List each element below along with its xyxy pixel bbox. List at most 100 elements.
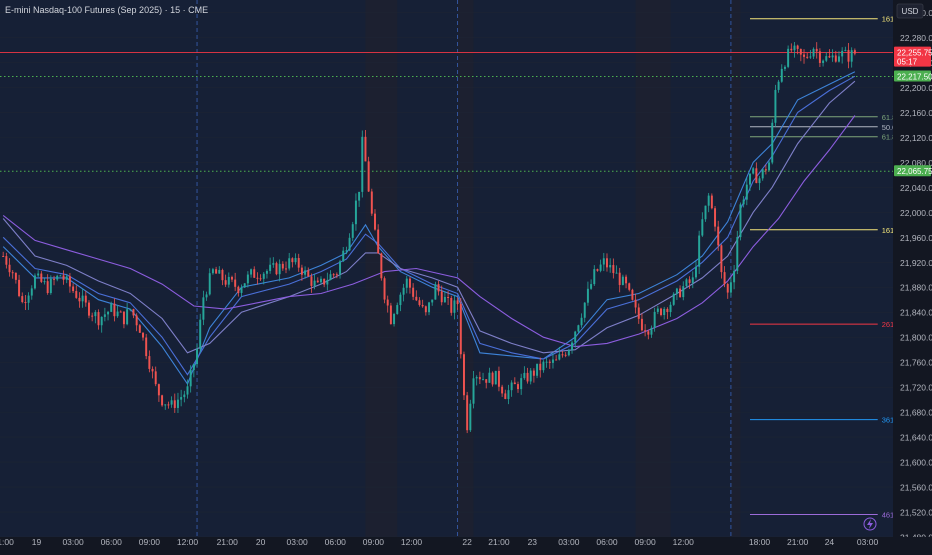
candle-body bbox=[491, 372, 494, 385]
candle-body bbox=[24, 302, 27, 304]
candle-body bbox=[803, 54, 806, 57]
candle-body bbox=[399, 294, 402, 306]
candle-body bbox=[46, 281, 49, 294]
y-tick-label: 21,560.00 bbox=[900, 483, 932, 493]
x-tick-label: 03:00 bbox=[286, 537, 308, 547]
x-tick-label: 06:00 bbox=[325, 537, 347, 547]
candle-body bbox=[412, 287, 415, 297]
lightning-bolt-icon bbox=[867, 519, 873, 529]
y-tick-label: 21,840.00 bbox=[900, 308, 932, 318]
candle-body bbox=[157, 384, 160, 396]
candle-body bbox=[81, 295, 84, 302]
x-tick-label: 22 bbox=[462, 537, 472, 547]
candle-body bbox=[316, 280, 319, 283]
candle-body bbox=[768, 162, 771, 171]
candle-body bbox=[142, 332, 144, 338]
x-tick-label: 03:00 bbox=[857, 537, 879, 547]
x-tick-label: 06:00 bbox=[596, 537, 618, 547]
candle-body bbox=[462, 354, 465, 396]
candle-body bbox=[523, 372, 526, 379]
candle-body bbox=[78, 297, 81, 302]
currency-button[interactable] bbox=[896, 3, 924, 19]
candle-body bbox=[402, 287, 405, 295]
candle-body bbox=[396, 305, 399, 314]
candle-body bbox=[625, 276, 628, 284]
candle-body bbox=[304, 270, 307, 275]
candle-body bbox=[30, 288, 33, 296]
candle-body bbox=[275, 263, 278, 275]
candle-body bbox=[173, 400, 176, 408]
candle-body bbox=[720, 245, 723, 273]
candle-body bbox=[637, 307, 640, 319]
candle-body bbox=[332, 274, 335, 276]
candle-body bbox=[799, 48, 802, 55]
candle-body bbox=[672, 293, 675, 305]
candle-body bbox=[342, 250, 345, 262]
candle-body bbox=[310, 276, 313, 286]
candle-body bbox=[329, 274, 332, 280]
candle-body bbox=[631, 289, 634, 300]
candle-body bbox=[265, 270, 268, 274]
candle-body bbox=[405, 278, 408, 288]
candle-body bbox=[377, 229, 380, 254]
candle-body bbox=[135, 315, 138, 326]
time-axis-panel bbox=[0, 537, 932, 550]
candle-body bbox=[145, 337, 148, 357]
x-tick-label: 21:00 bbox=[488, 537, 510, 547]
x-tick-label: 18:00 bbox=[749, 537, 771, 547]
candle-body bbox=[415, 296, 418, 301]
y-tick-label: 21,880.00 bbox=[900, 283, 932, 293]
candle-body bbox=[634, 299, 637, 308]
candle-body bbox=[126, 309, 129, 325]
candle-body bbox=[656, 308, 659, 312]
x-tick-label: 03:00 bbox=[62, 537, 84, 547]
candle-body bbox=[551, 359, 554, 363]
candle-body bbox=[361, 136, 364, 192]
x-tick-label: 12:00 bbox=[673, 537, 695, 547]
y-tick-label: 21,760.00 bbox=[900, 358, 932, 368]
candle-body bbox=[577, 325, 580, 332]
candle-body bbox=[253, 269, 256, 278]
candle-body bbox=[774, 89, 777, 123]
candle-body bbox=[40, 273, 43, 282]
candle-body bbox=[297, 257, 300, 268]
candle-body bbox=[729, 282, 732, 293]
y-tick-label: 22,160.00 bbox=[900, 108, 932, 118]
candle-body bbox=[313, 280, 316, 286]
candle-body bbox=[517, 384, 519, 390]
candle-body bbox=[259, 278, 262, 280]
candle-body bbox=[116, 311, 119, 317]
candle-body bbox=[752, 168, 755, 174]
candle-body bbox=[408, 278, 411, 288]
candle-body bbox=[189, 370, 192, 387]
candle-body bbox=[536, 363, 539, 376]
candle-body bbox=[103, 314, 106, 317]
lightning-icon[interactable] bbox=[863, 517, 877, 531]
candle-body bbox=[383, 278, 386, 300]
y-tick-label: 21,520.00 bbox=[900, 508, 932, 518]
candle-body bbox=[567, 350, 570, 356]
candle-body bbox=[742, 199, 745, 205]
candle-body bbox=[450, 298, 453, 313]
candle-body bbox=[669, 304, 672, 313]
candle-body bbox=[319, 278, 322, 283]
candle-body bbox=[590, 284, 593, 289]
candle-body bbox=[367, 161, 370, 192]
candle-body bbox=[386, 299, 389, 306]
candle-body bbox=[780, 68, 783, 82]
moving-average-line bbox=[2, 115, 856, 348]
candle-body bbox=[192, 364, 195, 371]
candle-body bbox=[847, 49, 850, 62]
price-label-text: 22,255.75 bbox=[897, 49, 932, 58]
candle-body bbox=[647, 331, 650, 335]
candle-body bbox=[717, 226, 720, 246]
candle-body bbox=[825, 56, 828, 61]
candle-body bbox=[434, 284, 437, 300]
candle-body bbox=[850, 50, 853, 62]
candle-body bbox=[65, 276, 68, 280]
candle-body bbox=[348, 237, 351, 251]
candle-body bbox=[574, 331, 577, 343]
candle-body bbox=[107, 311, 110, 315]
candle-body bbox=[132, 309, 135, 316]
